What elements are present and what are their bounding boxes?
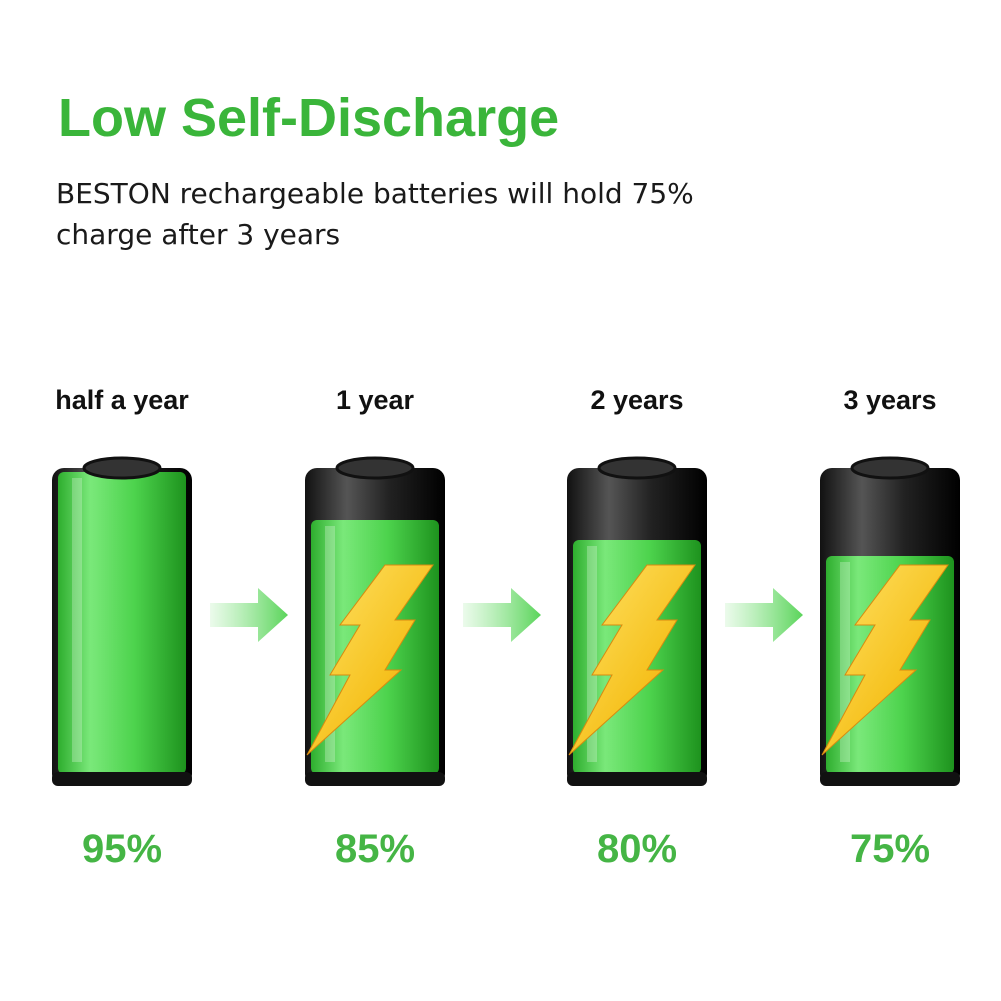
- battery-cap: [850, 456, 930, 480]
- battery-charge: [58, 472, 186, 774]
- charge-percent: 95%: [82, 827, 162, 871]
- battery-shine: [587, 546, 597, 762]
- stage-label: 2 years: [590, 385, 683, 415]
- stage-label: half a year: [55, 385, 189, 415]
- battery-cap: [597, 456, 677, 480]
- battery-shine: [840, 562, 850, 762]
- stage-label: 3 years: [843, 385, 936, 415]
- charge-percent: 75%: [850, 827, 930, 871]
- battery-shine: [72, 478, 82, 762]
- subtitle-line: BESTON rechargeable batteries will hold …: [56, 177, 694, 210]
- battery-cap: [335, 456, 415, 480]
- battery-base: [820, 772, 960, 786]
- charge-percent: 80%: [597, 827, 677, 871]
- arrow: [210, 588, 288, 642]
- subtitle-line: charge after 3 years: [56, 218, 340, 251]
- battery-cap: [82, 456, 162, 480]
- lightning-bolt: [306, 564, 434, 756]
- arrow: [725, 588, 803, 642]
- battery-base: [567, 772, 707, 786]
- battery-base: [305, 772, 445, 786]
- battery-base: [52, 772, 192, 786]
- stages: half a year 95% 1 year 85% 2 years 80% 3 years…: [52, 385, 960, 871]
- title: Low Self-Discharge: [58, 88, 559, 148]
- stage-label: 1 year: [336, 385, 415, 415]
- battery-shine: [325, 526, 335, 762]
- lightning-bolt: [568, 564, 696, 756]
- lightning-bolt: [821, 564, 949, 756]
- arrow: [463, 588, 541, 642]
- charge-percent: 85%: [335, 827, 415, 871]
